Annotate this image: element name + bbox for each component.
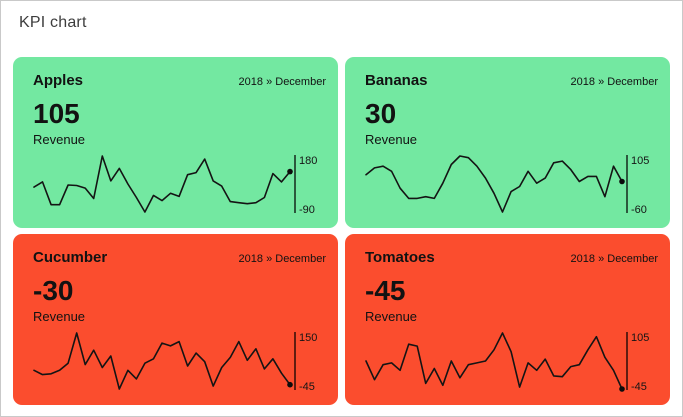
kpi-card-period: 2018 » December [238, 253, 326, 265]
sparkline-path [365, 155, 623, 213]
kpi-value: -45 [365, 275, 406, 306]
sparkline-max-label: 105 [631, 332, 649, 344]
kpi-card-period: 2018 » December [570, 76, 658, 88]
kpi-metric-label: Revenue [33, 309, 86, 324]
page-title: KPI chart [19, 14, 87, 31]
sparkline-chart: 180 -90 [33, 155, 317, 216]
sparkline-chart: 105 -60 [365, 155, 649, 216]
sparkline-path [365, 332, 623, 390]
card-header: Tomatoes 2018 » December [365, 249, 658, 266]
kpi-card-tomatoes[interactable]: Tomatoes 2018 » December -45 Revenue 105… [345, 234, 670, 405]
sparkline-min-label: -90 [299, 204, 315, 216]
sparkline-path [33, 155, 291, 213]
sparkline-min-label: -45 [631, 381, 647, 393]
card-header: Apples 2018 » December [33, 72, 326, 89]
sparkline-min-label: -60 [631, 204, 647, 216]
kpi-card-apples[interactable]: Apples 2018 » December 105 Revenue 180 -… [13, 57, 338, 228]
sparkline-last-point-dot [287, 381, 293, 388]
kpi-value: 105 [33, 98, 80, 129]
kpi-metric-label: Revenue [365, 132, 418, 147]
kpi-card-title: Bananas [365, 72, 428, 89]
sparkline-chart: 150 -45 [33, 332, 317, 393]
kpi-card-title: Apples [33, 72, 84, 89]
kpi-value: -30 [33, 275, 74, 306]
kpi-card-title: Cucumber [33, 249, 108, 266]
kpi-card-bananas[interactable]: Bananas 2018 » December 30 Revenue 105 -… [345, 57, 670, 228]
kpi-metric-label: Revenue [365, 309, 418, 324]
sparkline-max-label: 105 [631, 155, 649, 167]
sparkline-last-point-dot [287, 168, 293, 175]
sparkline-last-point-dot [619, 178, 625, 185]
kpi-card-period: 2018 » December [570, 253, 658, 265]
card-header: Cucumber 2018 » December [33, 249, 326, 266]
sparkline-chart: 105 -45 [365, 332, 649, 393]
kpi-card-cucumber[interactable]: Cucumber 2018 » December -30 Revenue 150… [13, 234, 338, 405]
kpi-value: 30 [365, 98, 397, 129]
sparkline-last-point-dot [619, 386, 625, 392]
kpi-metric-label: Revenue [33, 132, 86, 147]
sparkline-max-label: 150 [299, 332, 317, 344]
sparkline-path [33, 332, 291, 390]
sparkline-min-label: -45 [299, 381, 315, 393]
kpi-card-title: Tomatoes [365, 249, 435, 266]
sparkline-max-label: 180 [299, 155, 317, 167]
kpi-card-grid: Apples 2018 » December 105 Revenue 180 -… [13, 57, 670, 405]
kpi-card-period: 2018 » December [238, 76, 326, 88]
card-header: Bananas 2018 » December [365, 72, 658, 89]
